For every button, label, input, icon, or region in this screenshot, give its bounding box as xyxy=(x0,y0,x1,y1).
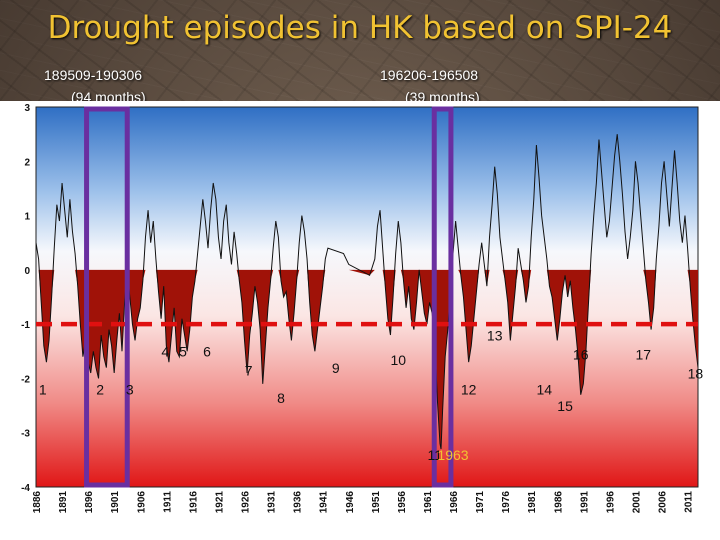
x-tick-label: 1921 xyxy=(214,491,225,514)
drought-fill-layer xyxy=(36,269,698,449)
x-tick-label: 1961 xyxy=(423,491,434,514)
x-tick-label: 1901 xyxy=(110,491,121,514)
x-tick-label: 2006 xyxy=(658,491,669,514)
episode-number-label: 6 xyxy=(203,344,211,360)
x-tick-label: 1886 xyxy=(32,491,43,514)
episode-number-label: 7 xyxy=(245,363,253,379)
highlight-box-1 xyxy=(84,106,130,488)
episode-number-label: 14 xyxy=(536,382,552,398)
episode-1-range: 189509-190306 xyxy=(44,67,143,83)
y-tick-label: 2 xyxy=(24,157,30,168)
episode-number-label: 17 xyxy=(635,346,651,362)
highlight-box-2 xyxy=(431,106,454,488)
x-tick-label: 1966 xyxy=(449,491,460,514)
x-tick-label: 1946 xyxy=(345,491,356,514)
y-tick-label: -4 xyxy=(21,483,30,494)
x-tick-label: 1971 xyxy=(475,491,486,514)
x-tick-label: 1911 xyxy=(162,491,173,513)
x-tick-label: 2001 xyxy=(631,491,642,514)
spi-line-layer xyxy=(36,134,698,450)
slide-title: Drought episodes in HK based on SPI-24 xyxy=(47,10,673,46)
y-tick-label: -2 xyxy=(21,374,30,385)
x-tick-label: 2011 xyxy=(684,491,695,513)
x-tick-label: 1991 xyxy=(579,491,590,514)
episode-number-label: 2 xyxy=(96,382,104,398)
y-tick-label: 1 xyxy=(24,212,30,223)
year-1963-label: 1963 xyxy=(437,447,468,463)
y-tick-label: 3 xyxy=(24,103,30,114)
episode-number-label: 1 xyxy=(39,382,47,398)
x-tick-label: 1931 xyxy=(267,491,278,514)
x-tick-label: 1941 xyxy=(319,491,330,514)
highlight-box-layer xyxy=(84,106,454,488)
x-tick-label: 1916 xyxy=(188,491,199,514)
episode-number-label: 11 xyxy=(427,447,442,463)
x-tick-label: 1926 xyxy=(241,491,252,514)
x-tick-label: 1936 xyxy=(293,491,304,514)
episode-number-label: 13 xyxy=(487,327,503,343)
episode-number-label: 8 xyxy=(277,390,285,406)
x-tick-label: 1956 xyxy=(397,491,408,514)
episode-number-label: 4 xyxy=(161,344,169,360)
drought-area-fill xyxy=(36,269,698,449)
episode-number-label: 3 xyxy=(126,382,134,398)
x-tick-label: 1981 xyxy=(527,491,538,514)
episode-number-label: 18 xyxy=(688,365,704,381)
episode-number-label: 12 xyxy=(461,382,477,398)
x-tick-label: 1906 xyxy=(136,491,147,514)
x-tick-label: 1891 xyxy=(58,491,69,514)
y-tick-label: 0 xyxy=(24,266,30,277)
y-tick-label: -1 xyxy=(21,320,30,331)
episode-number-label: 5 xyxy=(179,344,187,360)
x-tick-label: 1896 xyxy=(84,491,95,514)
episode-number-label: 16 xyxy=(573,346,589,362)
spi-series-line xyxy=(36,134,698,450)
x-tick-label: 1996 xyxy=(605,491,616,514)
episode-2-range: 196206-196508 xyxy=(380,67,479,83)
episode-number-label: 15 xyxy=(557,398,573,414)
y-tick-label: -3 xyxy=(21,429,30,440)
x-tick-label: 1976 xyxy=(501,491,512,514)
x-tick-label: 1951 xyxy=(371,491,382,514)
x-tick-label: 1986 xyxy=(553,491,564,514)
episode-number-label: 10 xyxy=(390,352,406,368)
episode-number-label: 9 xyxy=(332,360,340,376)
